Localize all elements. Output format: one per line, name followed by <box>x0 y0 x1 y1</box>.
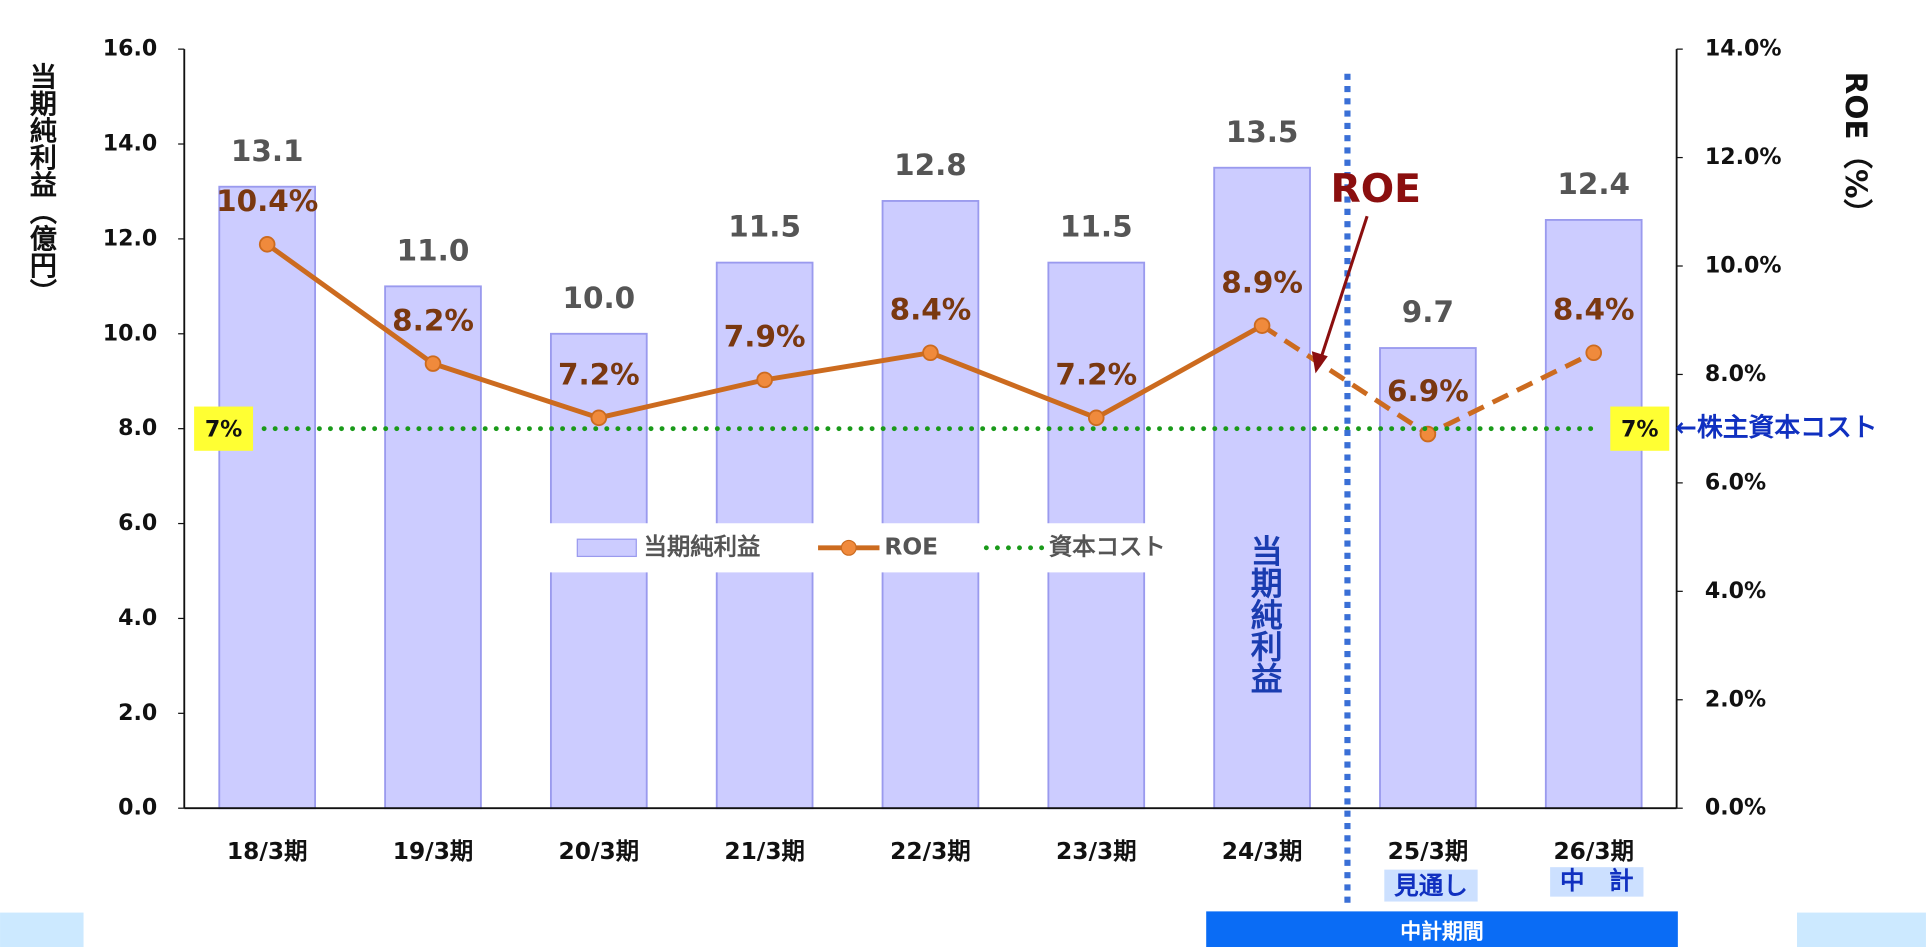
period-bar <box>1206 911 1678 947</box>
y-tick-label: 12.0 <box>103 225 158 251</box>
roe-marker <box>424 355 442 372</box>
x-tick-label: 24/3期 <box>1222 837 1303 865</box>
roe-label: 8.2% <box>392 303 474 337</box>
x-tick-label: 23/3期 <box>1056 837 1137 865</box>
y-tick-label: 6.0 <box>118 510 157 536</box>
note-box <box>1550 867 1644 897</box>
period-label: 中計期間 <box>1400 919 1484 943</box>
roe-marker <box>1585 344 1603 362</box>
legend-swatch <box>576 538 637 558</box>
y2-axis-title: ROE（%） <box>1839 72 1873 228</box>
legend-swatch <box>840 539 857 556</box>
y2-tick-label: 0.0% <box>1705 795 1766 821</box>
y2-tick-label: 10.0% <box>1705 253 1782 279</box>
roe-label: 7.2% <box>558 358 640 392</box>
roe-label: 7.2% <box>1055 358 1137 392</box>
x-tick-label: 20/3期 <box>559 837 640 865</box>
x-tick-label: 18/3期 <box>227 837 308 865</box>
roe-marker <box>590 409 608 427</box>
bar <box>384 285 482 810</box>
legend-label: 資本コスト <box>1049 532 1166 560</box>
bar <box>881 200 980 810</box>
x-tick-label: 22/3期 <box>890 837 971 865</box>
roe-label: 7.9% <box>724 320 806 354</box>
cost-label: 7% <box>205 416 243 442</box>
y-axis-title: 当期純利益（億円） <box>25 62 57 305</box>
y-tick-label: 10.0 <box>103 320 158 346</box>
roe-label: 6.9% <box>1387 374 1469 408</box>
bar-note: 当期純利益 <box>1246 534 1284 694</box>
bar-label: 13.5 <box>1226 115 1299 149</box>
bar-label: 12.8 <box>894 148 967 182</box>
roe-marker <box>756 371 773 389</box>
roe-arrowhead <box>1311 351 1328 374</box>
y-tick-label: 8.0 <box>118 415 157 441</box>
roe-arrow <box>1317 215 1369 365</box>
bar-label: 12.4 <box>1557 167 1630 201</box>
bar-label: 11.5 <box>1060 210 1133 244</box>
y2-tick-label: 2.0% <box>1705 686 1766 712</box>
roe-label: 8.4% <box>890 292 972 326</box>
y2-tick-label: 6.0% <box>1705 469 1766 495</box>
roe-marker <box>258 236 276 253</box>
bar <box>1213 166 1311 810</box>
y-tick-label: 4.0 <box>118 605 157 631</box>
legend-label: ROE <box>884 532 938 560</box>
x-tick-label: 19/3期 <box>393 837 474 865</box>
roe-label: 8.9% <box>1221 265 1303 299</box>
cost-label-box <box>194 406 254 451</box>
y-tick-label: 0.0 <box>118 795 157 821</box>
bar-label: 11.5 <box>728 210 801 244</box>
corner-box <box>0 912 84 947</box>
plan-note: 中 計 <box>1560 866 1634 895</box>
legend-label: 当期純利益 <box>644 532 761 560</box>
roe-marker <box>1253 317 1271 334</box>
note-box <box>1384 869 1478 902</box>
x-tick-label: 21/3期 <box>724 837 805 865</box>
bar-label: 11.0 <box>397 233 470 267</box>
x-tick-label: 25/3期 <box>1388 837 1469 865</box>
y-tick-label: 14.0 <box>103 131 158 157</box>
roe-label: 10.4% <box>216 184 318 218</box>
cost-label-box <box>1610 406 1670 451</box>
roe-label: 8.4% <box>1553 292 1635 326</box>
y-tick-label: 16.0 <box>103 36 158 62</box>
bar-label: 10.0 <box>562 281 635 315</box>
bar <box>218 185 317 810</box>
x-tick-label: 26/3期 <box>1553 837 1634 865</box>
roe-marker <box>922 344 939 362</box>
roe-note: ROE <box>1330 167 1421 212</box>
roe-marker <box>1087 409 1105 427</box>
bar-label: 13.1 <box>231 134 304 168</box>
bar <box>1379 347 1477 810</box>
cost-note: ←株主資本コスト <box>1675 413 1877 443</box>
bar <box>1544 219 1643 810</box>
y-tick-label: 2.0 <box>118 700 157 726</box>
y2-tick-label: 4.0% <box>1705 578 1766 604</box>
forecast-note: 見通し <box>1394 871 1468 900</box>
bar-label: 9.7 <box>1402 295 1454 329</box>
y2-tick-label: 8.0% <box>1705 361 1766 387</box>
cost-label: 7% <box>1621 416 1659 442</box>
y2-tick-label: 12.0% <box>1705 144 1782 170</box>
corner-box <box>1796 912 1926 947</box>
y2-tick-label: 14.0% <box>1705 36 1782 62</box>
